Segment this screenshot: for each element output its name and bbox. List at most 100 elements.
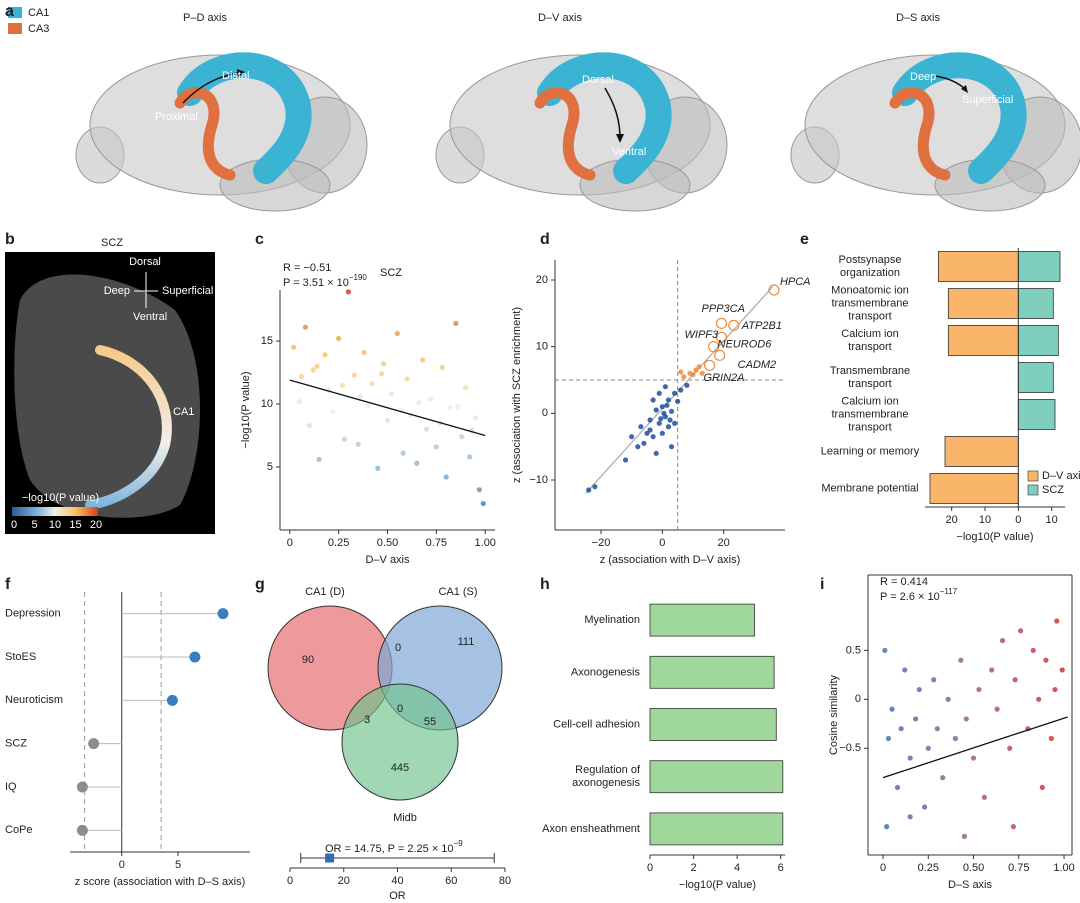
category-label: Depression [5, 608, 61, 620]
point [322, 352, 328, 358]
point [1059, 667, 1065, 673]
gene-label: WIPF3 [685, 329, 719, 341]
point [664, 402, 670, 408]
stat-text: OR = 14.75, P = 2.25 × 10 [325, 843, 454, 855]
bar [1017, 251, 1061, 282]
brain-label: Proximal [155, 111, 198, 123]
point [416, 400, 422, 406]
point [316, 456, 322, 463]
legend-label: CA3 [28, 23, 49, 35]
venn-count: 3 [364, 714, 370, 726]
point [658, 416, 664, 422]
point [1039, 784, 1045, 791]
panel-letter: h [540, 576, 550, 593]
point [898, 726, 904, 732]
point [958, 657, 964, 663]
point [1012, 677, 1018, 683]
point [310, 367, 316, 373]
bar [944, 436, 1019, 467]
chart-title: SCZ [380, 267, 402, 279]
point [394, 330, 400, 337]
point [459, 434, 465, 440]
category-line: Myelination [584, 614, 640, 626]
category-label: Monoatomic ion transmembrane transport [831, 284, 909, 322]
point [635, 444, 641, 450]
point [291, 344, 297, 350]
point [976, 686, 982, 693]
panel-letter: f [5, 576, 11, 593]
x-tick-label: 0 [659, 537, 665, 549]
gene-point [728, 319, 740, 331]
point [952, 735, 959, 742]
point [1048, 735, 1054, 742]
point [629, 434, 635, 440]
brain-label: Deep [910, 71, 936, 83]
x-axis-label: OR [389, 890, 406, 902]
dot [166, 694, 178, 706]
point [940, 775, 946, 781]
gene-point [715, 317, 728, 329]
category-label: Transmembrane transport [830, 365, 910, 390]
compass-label: Deep [104, 285, 130, 297]
panel-g-venn: CA1 (D) CA1 (S) Midb 90 0 111 3 0 55 445 [267, 586, 503, 824]
x-tick-label: 10 [1046, 514, 1058, 526]
brain-label: Dorsal [582, 74, 614, 86]
x-tick-label: 20 [338, 875, 350, 887]
x-tick-label: 6 [778, 862, 784, 874]
point [884, 824, 890, 830]
stat-text: P = 2.6 × 10 [880, 591, 940, 603]
point [641, 440, 647, 446]
fit-line [289, 379, 486, 437]
point [439, 364, 445, 371]
stat-annotation: OR = 14.75, P = 2.25 × 10−9 [325, 839, 463, 855]
brain-title: P–D axis [183, 12, 228, 24]
dot [76, 824, 88, 836]
y-axis-label: z (association with SCZ enrichment) [511, 307, 523, 483]
x-tick-label: 0 [119, 859, 125, 871]
category-label: Neuroticism [5, 694, 63, 706]
panel-letter: c [255, 231, 264, 248]
point [665, 424, 672, 430]
point [659, 404, 665, 410]
point [678, 387, 684, 393]
x-tick-label: 0.50 [963, 862, 984, 874]
stat-annotation: P = 2.6 × 10−117 [880, 587, 958, 603]
venn-label: Midb [393, 812, 417, 824]
category-label: Myelination [584, 614, 640, 626]
point [463, 385, 469, 391]
fit-line [882, 716, 1068, 779]
brain-title: D–S axis [896, 12, 941, 24]
stat-exponent: −9 [454, 839, 464, 848]
legend-swatch [1027, 470, 1039, 482]
x-tick-label: 80 [499, 875, 511, 887]
category-label: Axon ensheathment [542, 823, 640, 835]
point [453, 320, 459, 326]
point [662, 384, 669, 390]
x-tick-label: 20 [718, 537, 730, 549]
category-line: Monoatomic ion [831, 284, 909, 296]
category-line: organization [840, 267, 900, 279]
point [656, 420, 662, 426]
venn-label: CA1 (D) [305, 586, 345, 598]
point [693, 367, 699, 373]
venn-count: 90 [302, 654, 314, 666]
x-tick-label: 0 [287, 537, 293, 549]
panel-letter: e [800, 231, 809, 248]
point [653, 450, 659, 456]
point [994, 706, 1000, 712]
point [400, 450, 406, 456]
point [672, 390, 678, 396]
point [420, 357, 426, 363]
ca1-band [85, 345, 172, 510]
point [934, 726, 940, 732]
category-line: Regulation of [575, 764, 641, 776]
category-label: StoES [5, 651, 36, 663]
x-tick-label: 40 [391, 875, 403, 887]
point [882, 647, 888, 653]
x-tick-label: 0 [1015, 514, 1021, 526]
point [981, 794, 987, 800]
x-tick-label: −20 [592, 537, 611, 549]
x-axis-label: z score (association with D–S axis) [75, 876, 246, 888]
stat-annotation: R = −0.51 [283, 262, 331, 274]
